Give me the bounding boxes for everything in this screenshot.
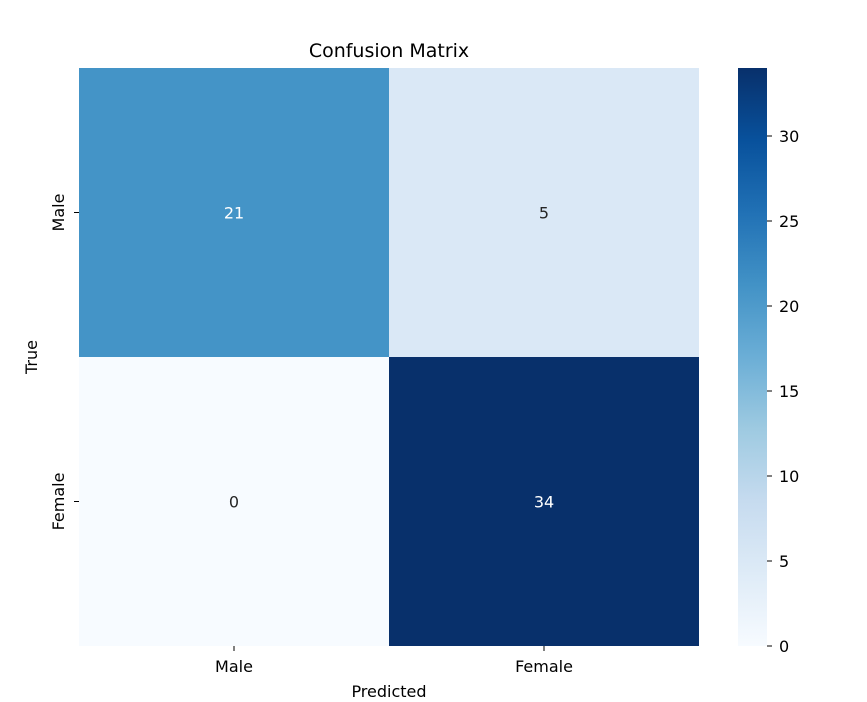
heatmap-cell-value: 21 [224,204,244,223]
heatmap-cell-value: 0 [229,493,239,512]
y-axis-ticks: Male Female [49,194,79,531]
y-axis-label: True [22,340,41,375]
colorbar-tick-label: 10 [779,467,799,486]
heatmap-cell-value: 5 [539,204,549,223]
x-axis-label: Predicted [351,682,426,701]
colorbar-ticks: 0 5 10 15 20 25 30 [767,127,799,656]
heatmap-cell [389,357,699,646]
colorbar-tick-label: 5 [779,552,789,571]
y-tick-label: Female [49,473,68,531]
colorbar-tick-label: 30 [779,127,799,146]
x-axis-ticks: Male Female [215,646,573,676]
chart-title: Confusion Matrix [309,40,469,62]
heatmap-cells [79,68,699,646]
colorbar-tick-label: 15 [779,382,799,401]
x-tick-label: Male [215,657,253,676]
heatmap-cell-value: 34 [534,493,554,512]
colorbar-tick-label: 25 [779,212,799,231]
colorbar-tick-label: 20 [779,297,799,316]
heatmap-cell-labels: 21 5 0 34 [224,204,554,512]
y-tick-label: Male [49,194,68,232]
heatmap-cell [389,68,699,357]
colorbar-tick-label: 0 [779,637,789,656]
heatmap-cell [79,357,389,646]
colorbar [738,68,767,646]
heatmap-cell [79,68,389,357]
x-tick-label: Female [515,657,573,676]
